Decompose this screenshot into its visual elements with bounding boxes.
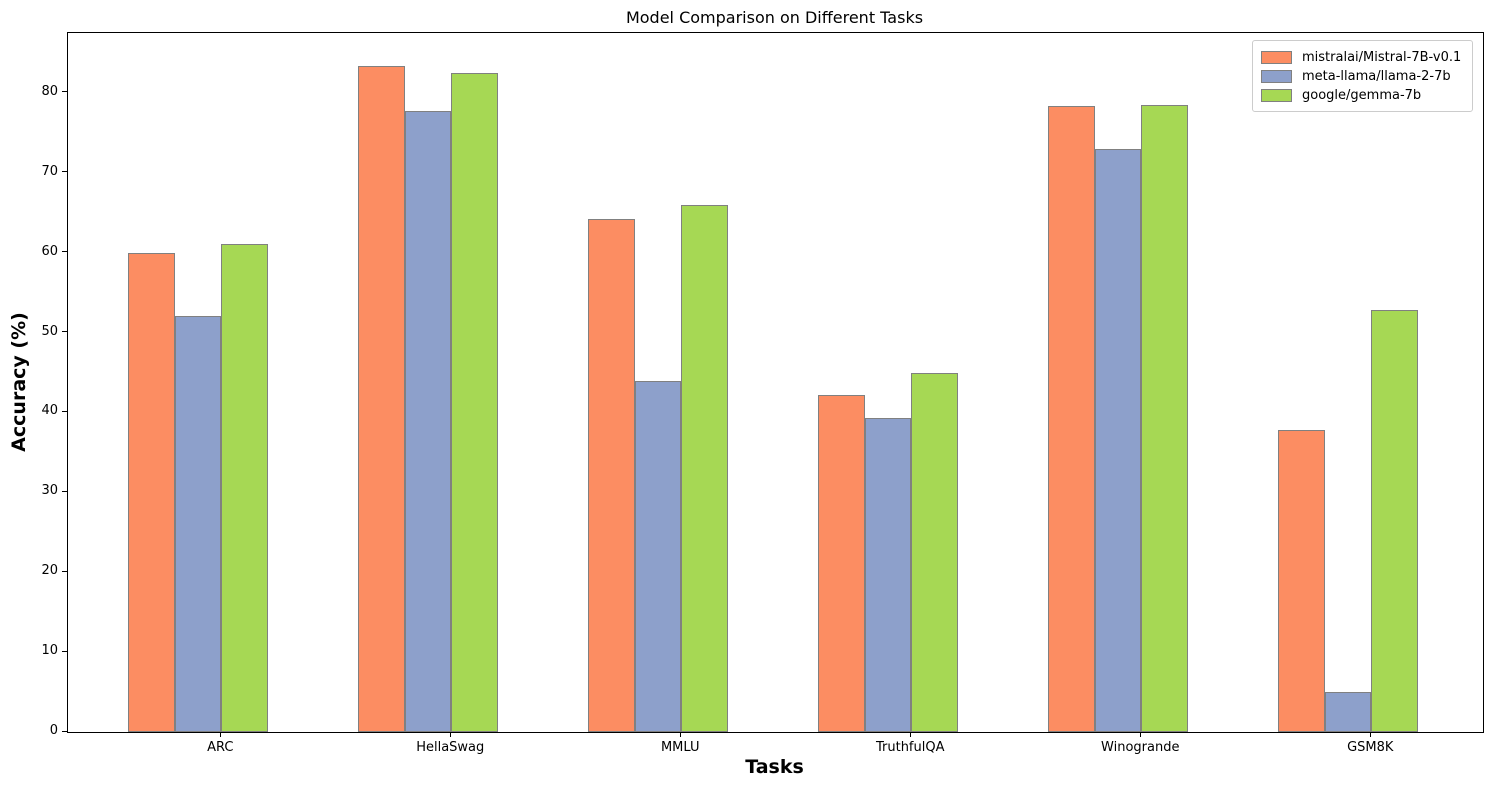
legend-swatch-icon [1261,69,1292,83]
y-tick-mark [62,410,67,412]
bar-winogrande-series1 [1094,148,1142,732]
x-tick-mark [1139,732,1141,737]
bar-gsm8k-series0 [1278,429,1325,732]
x-tick-mark [679,732,681,737]
y-tick-label: 30 [41,483,58,499]
bar-winogrande-series2 [1141,104,1188,732]
y-tick-mark [62,730,67,732]
bar-mmlu-series1 [634,381,682,732]
y-tick-mark [62,171,67,173]
legend: mistralai/Mistral-7B-v0.1 meta-llama/llam… [1252,40,1473,112]
y-tick-mark [62,570,67,572]
x-tick-label: HellaSwag [416,740,485,755]
legend-swatch-icon [1261,50,1292,64]
bar-hellaswag-series1 [404,111,452,732]
x-tick-mark [219,732,221,737]
bar-arc-series1 [174,315,222,732]
x-tick-mark [909,732,911,737]
legend-label: google/gemma-7b [1302,87,1422,103]
bar-truthfulqa-series1 [864,418,912,732]
legend-swatch-icon [1261,88,1292,102]
x-tick-label: GSM8K [1347,740,1394,755]
legend-entry: meta-llama/llama-2-7b [1261,67,1464,85]
plot-area [67,32,1484,733]
x-tick-mark [1369,732,1371,737]
y-tick-mark [62,331,67,333]
y-tick-label: 0 [49,723,58,738]
bar-hellaswag-series0 [358,66,405,732]
y-tick-label: 10 [41,643,58,659]
x-tick-label: Winogrande [1101,740,1180,755]
legend-label: mistralai/Mistral-7B-v0.1 [1302,49,1462,65]
bar-arc-series2 [221,243,268,732]
y-tick-label: 20 [41,563,58,579]
legend-entry: mistralai/Mistral-7B-v0.1 [1261,48,1464,66]
bar-winogrande-series0 [1048,105,1095,732]
bar-truthfulqa-series0 [818,395,865,732]
bar-gsm8k-series1 [1324,692,1372,732]
chart-title: Model Comparison on Different Tasks [625,8,924,27]
bar-gsm8k-series2 [1371,310,1418,732]
y-tick-label: 60 [41,243,58,259]
bar-mmlu-series2 [681,204,728,732]
x-tick-mark [449,732,451,737]
y-tick-label: 40 [41,403,58,419]
bar-mmlu-series0 [588,219,635,732]
legend-entry: google/gemma-7b [1261,86,1464,104]
bar-truthfulqa-series2 [911,373,958,732]
y-tick-label: 80 [41,83,58,99]
bar-hellaswag-series2 [451,72,498,732]
x-tick-label: TruthfulQA [875,740,945,755]
y-tick-label: 50 [41,323,58,339]
y-tick-mark [62,251,67,253]
y-tick-mark [62,91,67,93]
legend-label: meta-llama/llama-2-7b [1302,68,1451,84]
x-tick-label: ARC [207,740,234,755]
y-tick-mark [62,650,67,652]
x-axis-label: Tasks [745,756,804,778]
x-tick-label: MMLU [660,740,700,755]
y-tick-mark [62,490,67,492]
bar-arc-series0 [128,252,175,732]
y-tick-label: 70 [41,163,58,179]
